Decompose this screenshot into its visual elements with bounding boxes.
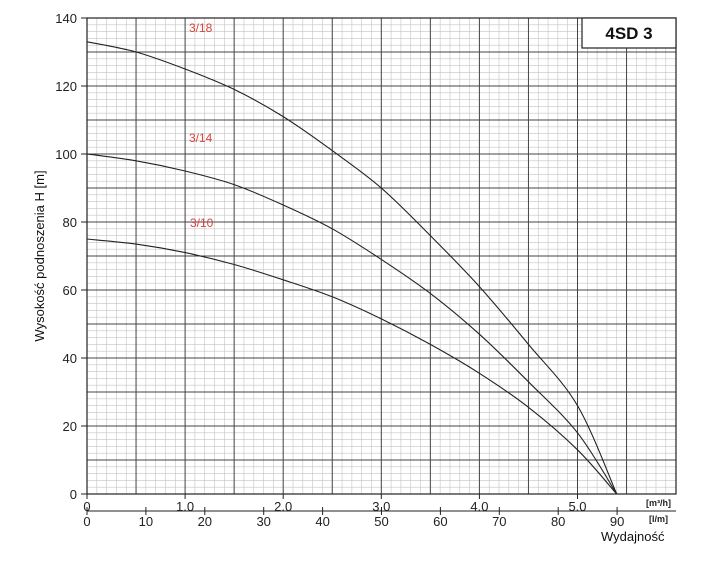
x2-tick-label: 90	[610, 514, 624, 529]
x2-tick-label: 30	[256, 514, 270, 529]
major-grid	[87, 18, 676, 494]
x2-tick-label: 80	[551, 514, 565, 529]
x2-tick-label: 20	[198, 514, 212, 529]
curve-3-14	[86, 153, 618, 495]
y-axis-ticks: 0 20 40 60 80 100 120 140	[55, 11, 87, 502]
x-tick-label: 3.0	[372, 499, 390, 514]
y-tick-label: 40	[63, 351, 77, 366]
x2-tick-label: 0	[83, 514, 90, 529]
x-tick-label: 5.0	[568, 499, 586, 514]
curve-3-10	[86, 238, 618, 495]
x2-tick-label: 50	[374, 514, 388, 529]
x-tick-label: 1.0	[176, 499, 194, 514]
y-tick-label: 20	[63, 419, 77, 434]
y-tick-label: 100	[55, 147, 77, 162]
curve-label-3-14: 3/14	[189, 131, 213, 145]
curve-3-18	[86, 41, 618, 495]
y-tick-label: 0	[70, 487, 77, 502]
x2-tick-label: 40	[315, 514, 329, 529]
model-title-box	[581, 17, 677, 49]
y-tick-label: 80	[63, 215, 77, 230]
curve-label-3-10: 3/10	[190, 216, 214, 230]
performance-curves	[86, 41, 618, 495]
y-tick-label: 140	[55, 11, 77, 26]
y-tick-label: 120	[55, 79, 77, 94]
x-tick-label: 4.0	[470, 499, 488, 514]
x2-tick-label: 60	[433, 514, 447, 529]
x-tick-label: 0	[83, 499, 90, 514]
x-axis-label: Wydajność	[601, 529, 665, 544]
y-tick-label: 60	[63, 283, 77, 298]
x-axis-unit-primary: [m³/h]	[646, 498, 671, 508]
y-axis-label: Wysokość podnoszenia H [m]	[32, 170, 47, 341]
model-title: 4SD 3	[605, 24, 652, 43]
x-axis-ticks-secondary: 0 10 20 30 40 50 60 70 80 90	[83, 507, 676, 529]
x-axis-unit-secondary: [l/m]	[649, 514, 668, 524]
x2-tick-label: 10	[139, 514, 153, 529]
x2-tick-label: 70	[492, 514, 506, 529]
curve-labels: 3/18 3/14 3/10	[189, 21, 214, 230]
x-tick-label: 2.0	[274, 499, 292, 514]
curve-label-3-18: 3/18	[189, 21, 213, 35]
x-axis-ticks-primary: 0 1.0 2.0 3.0 4.0 5.0	[83, 494, 587, 514]
